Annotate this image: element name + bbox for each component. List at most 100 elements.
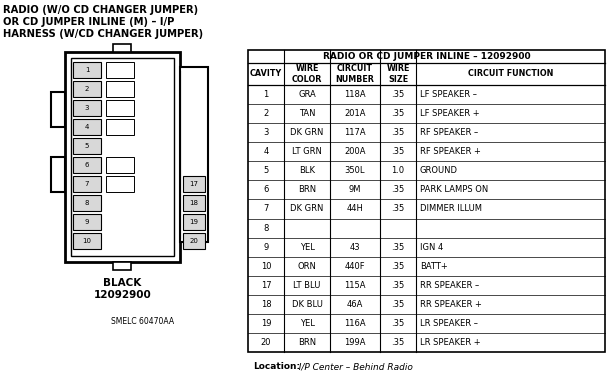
Text: 17: 17 [261,281,271,290]
Text: 19: 19 [261,319,271,328]
Bar [73,138,101,154]
Text: 1: 1 [263,90,269,99]
Bar [106,100,134,116]
Text: .35: .35 [392,204,405,214]
Text: 350L: 350L [345,166,365,175]
Bar [73,81,101,97]
Text: 46A: 46A [347,300,363,309]
Text: DK GRN: DK GRN [290,204,323,214]
Text: 8: 8 [263,223,269,233]
Text: LF SPEAKER +: LF SPEAKER + [420,109,480,118]
Text: 199A: 199A [344,338,366,347]
Bar [183,233,205,249]
Text: 1: 1 [85,67,89,73]
Text: RADIO OR CD JUMPER INLINE – 12092900: RADIO OR CD JUMPER INLINE – 12092900 [323,52,530,61]
Text: YEL: YEL [300,319,314,328]
Text: RR SPEAKER –: RR SPEAKER – [420,281,479,290]
Text: DK GRN: DK GRN [290,128,323,137]
Bar [51,92,65,127]
Bar [106,81,134,97]
Text: DK BLU: DK BLU [292,300,322,309]
Text: CIRCUIT
NUMBER: CIRCUIT NUMBER [336,64,375,84]
Bar [71,58,174,256]
Bar [106,157,134,173]
Text: PARK LAMPS ON: PARK LAMPS ON [420,185,488,194]
Text: 4: 4 [85,124,89,130]
Text: WIRE
COLOR: WIRE COLOR [292,64,322,84]
Text: 440F: 440F [345,262,365,271]
Text: 116A: 116A [344,319,366,328]
Text: I/P Center – Behind Radio: I/P Center – Behind Radio [293,362,413,371]
Text: 18: 18 [261,300,271,309]
Text: 10: 10 [83,238,91,244]
Bar [73,233,101,249]
Bar [73,195,101,211]
Bar [180,67,208,242]
Text: YEL: YEL [300,243,314,252]
Text: BRN: BRN [298,185,316,194]
Bar [73,157,101,173]
Text: ORN: ORN [297,262,316,271]
Bar [183,214,205,230]
Bar [183,176,205,192]
Text: RF SPEAKER –: RF SPEAKER – [420,128,478,137]
Text: 2: 2 [263,109,269,118]
Text: .35: .35 [392,300,405,309]
Text: IGN 4: IGN 4 [420,243,443,252]
Text: LR SPEAKER –: LR SPEAKER – [420,319,478,328]
Text: BLACK: BLACK [103,278,142,288]
Bar [51,157,65,192]
Bar [106,62,134,78]
Text: RADIO (W/O CD CHANGER JUMPER): RADIO (W/O CD CHANGER JUMPER) [3,5,198,15]
Text: RF SPEAKER +: RF SPEAKER + [420,147,481,156]
Text: 12092900: 12092900 [94,290,151,300]
Text: CAVITY: CAVITY [250,70,282,78]
Text: .35: .35 [392,243,405,252]
Text: 43: 43 [350,243,361,252]
Text: 5: 5 [85,143,89,149]
Text: .35: .35 [392,90,405,99]
Text: GRA: GRA [298,90,316,99]
Text: 9: 9 [263,243,269,252]
Text: 117A: 117A [344,128,366,137]
Text: WIRE
SIZE: WIRE SIZE [386,64,410,84]
Text: 19: 19 [190,219,198,225]
Text: BRN: BRN [298,338,316,347]
Bar [113,44,131,52]
Text: 7: 7 [263,204,269,214]
Text: .35: .35 [392,319,405,328]
Text: 9M: 9M [349,185,361,194]
Text: BATT+: BATT+ [420,262,447,271]
Text: 118A: 118A [344,90,366,99]
Text: 5: 5 [263,166,269,175]
Bar [113,262,131,270]
Bar [73,214,101,230]
Text: 6: 6 [263,185,269,194]
Text: 20: 20 [261,338,271,347]
Text: 18: 18 [190,200,198,206]
Text: 1.0: 1.0 [392,166,404,175]
Text: TAN: TAN [299,109,316,118]
Bar [73,176,101,192]
Text: 20: 20 [190,238,198,244]
Text: 201A: 201A [344,109,366,118]
Bar [106,176,134,192]
Bar [73,62,101,78]
Text: LT BLU: LT BLU [293,281,320,290]
Text: .35: .35 [392,109,405,118]
Text: 4: 4 [263,147,269,156]
Text: LF SPEAKER –: LF SPEAKER – [420,90,477,99]
Bar [73,100,101,116]
Text: 10: 10 [261,262,271,271]
Text: .35: .35 [392,147,405,156]
Text: .35: .35 [392,185,405,194]
Text: OR CD JUMPER INLINE (M) – I/P: OR CD JUMPER INLINE (M) – I/P [3,17,174,27]
Text: LR SPEAKER +: LR SPEAKER + [420,338,481,347]
Text: BLK: BLK [299,166,315,175]
Text: 44H: 44H [347,204,364,214]
Text: 6: 6 [85,162,89,168]
Bar [183,195,205,211]
Text: 3: 3 [85,105,89,111]
Text: 7: 7 [85,181,89,187]
Text: CIRCUIT FUNCTION: CIRCUIT FUNCTION [468,70,553,78]
